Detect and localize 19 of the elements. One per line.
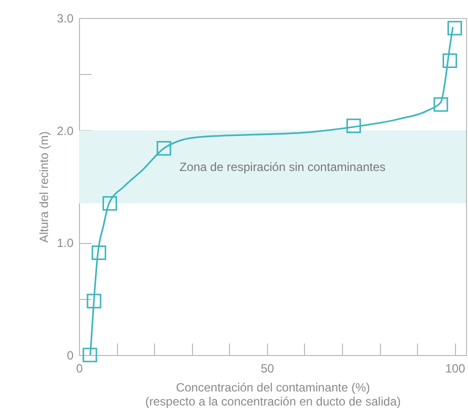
- y-tick-label: 2.0: [56, 124, 74, 138]
- y-tick-label: 1.0: [56, 236, 74, 250]
- point: [86, 294, 102, 308]
- point: [156, 141, 172, 156]
- point: [447, 20, 462, 36]
- x-tick-label: 100: [445, 362, 466, 376]
- point: [346, 118, 361, 134]
- x-tick-label: 50: [260, 362, 274, 376]
- y-axis-title: Altura del recinto (m): [36, 131, 51, 243]
- band-label: Zona de respiración sin contaminantes: [179, 160, 386, 174]
- point: [92, 246, 106, 260]
- point: [442, 53, 458, 68]
- point: [434, 97, 448, 112]
- x-tick-label: 0: [76, 362, 84, 376]
- point: [102, 196, 118, 211]
- y-tick-label: 0: [66, 348, 74, 362]
- y-tick-label: 3.0: [56, 12, 74, 26]
- point: [82, 348, 98, 362]
- x-axis-title: Concentración del contaminante (%) (respecto a la concentración en ducto de salida): [145, 380, 401, 408]
